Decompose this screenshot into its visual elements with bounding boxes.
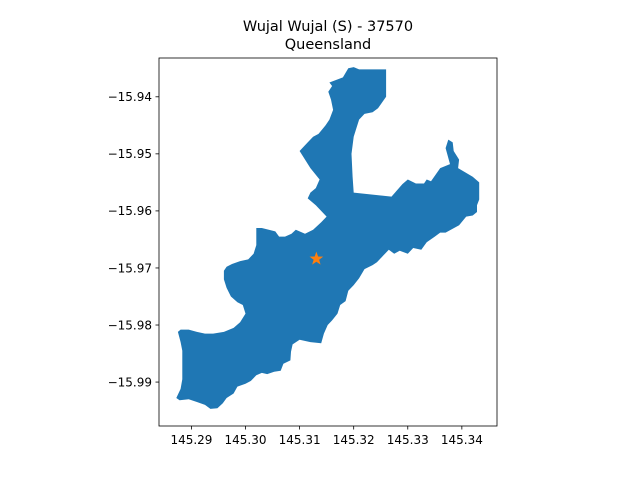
x-tick-label: 145.33 — [387, 433, 429, 447]
region-polygon — [176, 67, 480, 409]
x-axis: 145.29 145.30 145.31 145.32 145.33 145.34 — [170, 426, 483, 447]
location-star-marker — [309, 251, 324, 265]
y-tick-label: −15.95 — [108, 147, 152, 161]
marker-layer — [309, 251, 324, 265]
y-tick-label: −15.96 — [108, 204, 152, 218]
x-tick-label: 145.31 — [279, 433, 321, 447]
x-tick-label: 145.30 — [225, 433, 267, 447]
y-tick-label: −15.99 — [108, 375, 152, 389]
chart-subtitle: Queensland — [285, 37, 372, 53]
x-tick-label: 145.29 — [170, 433, 212, 447]
y-tick-label: −15.97 — [108, 261, 152, 275]
y-tick-label: −15.94 — [108, 90, 152, 104]
x-tick-label: 145.34 — [441, 433, 483, 447]
x-tick-label: 145.32 — [333, 433, 375, 447]
y-axis: −15.94 −15.95 −15.96 −15.97 −15.98 −15.99 — [108, 90, 159, 389]
chart-title: Wujal Wujal (S) - 37570 — [243, 19, 413, 35]
region-layer — [176, 67, 480, 409]
axes-frame — [158, 57, 498, 427]
y-tick-label: −15.98 — [108, 318, 152, 332]
